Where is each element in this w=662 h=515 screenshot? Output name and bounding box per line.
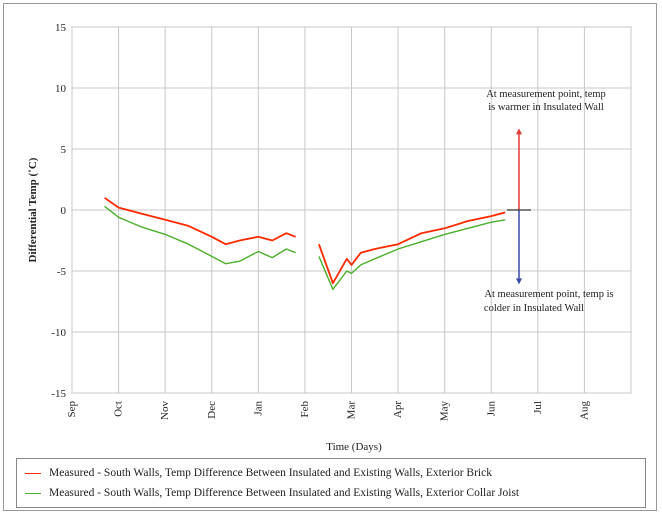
y-axis-label: Differential Temp (˚C) <box>27 157 39 262</box>
warmer-arrow-head <box>516 128 522 135</box>
x-axis-label: Time (Days) <box>326 441 382 453</box>
warmer-annotation-line-2: is warmer in Insulated Wall <box>488 102 604 113</box>
y-tick-label: 5 <box>61 144 67 156</box>
colder-annotation-line-2: colder in Insulated Wall <box>484 303 584 314</box>
y-tick-label: 15 <box>55 22 67 34</box>
legend-swatch-exterior-collar-joist <box>25 492 41 494</box>
grid <box>71 26 632 394</box>
legend-item-exterior-collar-joist: Measured - South Walls, Temp Difference … <box>25 487 519 499</box>
x-tick-label: Mar <box>346 401 358 420</box>
x-tick-label: Sep <box>66 401 78 418</box>
x-tick-label: Apr <box>392 401 404 418</box>
series-layer <box>104 197 506 290</box>
y-tick-label: -5 <box>57 266 67 278</box>
legend-item-exterior-brick: Measured - South Walls, Temp Difference … <box>25 467 492 479</box>
legend-label-exterior-brick: Measured - South Walls, Temp Difference … <box>49 467 492 479</box>
series-line-exterior-brick <box>104 197 506 285</box>
legend: Measured - South Walls, Temp Difference … <box>16 458 646 508</box>
x-tick-label: Nov <box>159 401 171 420</box>
series-line-exterior-collar-joist <box>104 205 506 290</box>
x-tick-label: Jun <box>485 401 497 417</box>
legend-swatch-exterior-brick <box>25 472 41 474</box>
x-tick-label: Dec <box>206 401 218 419</box>
y-tick-label: -10 <box>51 327 66 339</box>
legend-label-exterior-collar-joist: Measured - South Walls, Temp Difference … <box>49 487 520 499</box>
y-tick-label: 10 <box>55 83 67 95</box>
annotations: At measurement point, temp is warmer in … <box>484 89 614 314</box>
y-tick-label: 0 <box>61 205 67 217</box>
x-tick-label: Oct <box>113 401 125 417</box>
colder-arrow-head <box>516 278 522 285</box>
x-tick-label: Jul <box>532 401 544 414</box>
x-tick-label: Jan <box>252 401 264 416</box>
warmer-annotation-line-1: At measurement point, temp <box>486 89 606 100</box>
x-tick-label: Aug <box>578 401 590 420</box>
y-tick-label: -15 <box>51 388 66 400</box>
colder-annotation-line-1: At measurement point, temp is <box>484 289 613 300</box>
x-tick-label: May <box>439 401 451 422</box>
x-tick-label: Feb <box>299 401 311 418</box>
